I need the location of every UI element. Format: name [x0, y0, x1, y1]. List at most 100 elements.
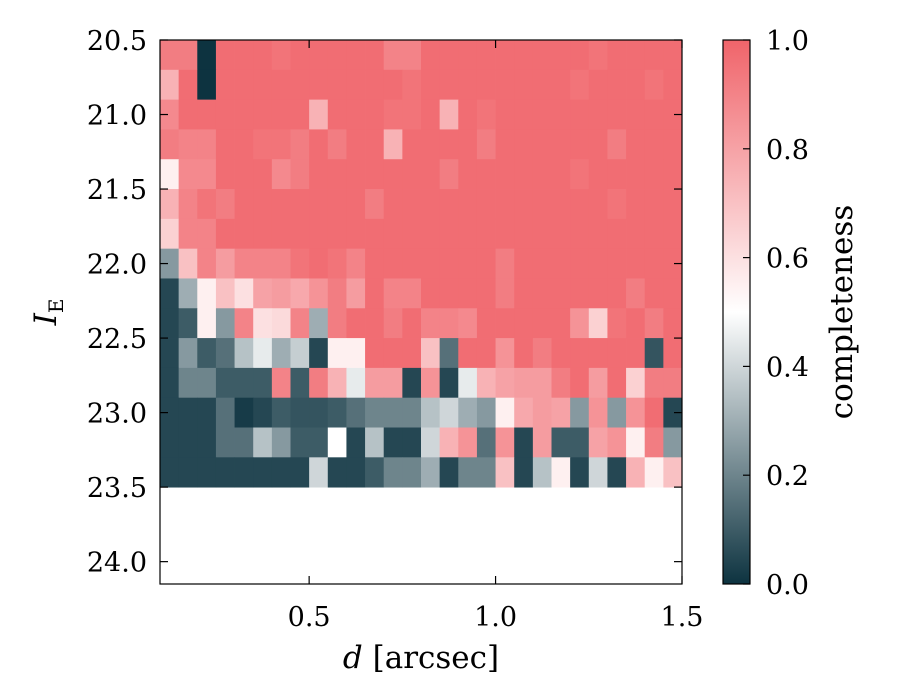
heatmap-cell — [271, 218, 291, 250]
heatmap-cell — [495, 129, 515, 160]
heatmap-cell — [644, 99, 664, 130]
heatmap-cell — [439, 218, 459, 250]
heatmap-cell — [551, 248, 571, 279]
heatmap-cell — [346, 99, 366, 130]
heatmap-cell — [365, 99, 385, 130]
heatmap-cell — [290, 189, 310, 220]
heatmap-cell — [234, 99, 254, 130]
heatmap-cell — [346, 308, 366, 339]
heatmap-cell — [626, 278, 646, 309]
heatmap-cell — [178, 99, 198, 130]
heatmap-cell — [253, 218, 273, 250]
heatmap-cell — [160, 427, 180, 458]
heatmap-cell — [327, 367, 347, 399]
heatmap-cell — [290, 367, 310, 399]
heatmap-cell — [514, 427, 534, 458]
y-tick-label: 21.0 — [87, 101, 147, 132]
heatmap-cell — [514, 129, 534, 160]
heatmap-cell — [439, 99, 459, 130]
heatmap-cell — [495, 308, 515, 339]
heatmap-cell — [570, 248, 590, 279]
heatmap-cell — [644, 248, 664, 279]
heatmap-cell — [570, 40, 590, 71]
heatmap-cell — [253, 159, 273, 190]
heatmap-cell — [458, 397, 478, 428]
heatmap-cell — [495, 457, 515, 488]
heatmap-cell — [607, 308, 627, 339]
heatmap-cell — [626, 159, 646, 190]
heatmap-cell — [160, 99, 180, 130]
heatmap-cell — [476, 367, 496, 399]
heatmap-cell — [495, 69, 515, 101]
heatmap-cell — [383, 159, 403, 190]
heatmap-cell — [402, 338, 422, 369]
heatmap-cell — [290, 397, 310, 428]
heatmap-cell — [588, 40, 608, 71]
heatmap-cell — [402, 308, 422, 339]
heatmap-cell — [626, 69, 646, 101]
heatmap-cell — [495, 99, 515, 130]
heatmap-cell — [290, 99, 310, 130]
heatmap-cell — [383, 40, 403, 71]
x-tick-label: 1.0 — [474, 602, 517, 633]
heatmap-cell — [215, 40, 235, 71]
heatmap-cell — [234, 189, 254, 220]
heatmap-cell — [644, 218, 664, 250]
heatmap-cell — [421, 367, 441, 399]
heatmap-cell — [160, 308, 180, 339]
heatmap-cell — [402, 397, 422, 428]
heatmap-cell — [644, 69, 664, 101]
heatmap-cell — [551, 457, 571, 488]
heatmap-cell — [309, 40, 329, 71]
heatmap-cell — [644, 457, 664, 488]
heatmap-cell — [253, 189, 273, 220]
heatmap-cell — [626, 189, 646, 220]
heatmap-cell — [402, 40, 422, 71]
heatmap-cell — [495, 427, 515, 458]
heatmap-cell — [234, 308, 254, 339]
heatmap-cell — [514, 338, 534, 369]
heatmap-cell — [439, 69, 459, 101]
heatmap-cell — [626, 397, 646, 428]
heatmap-cell — [402, 129, 422, 160]
heatmap-cell — [253, 129, 273, 160]
heatmap-cell — [458, 218, 478, 250]
y-tick-label: 20.5 — [87, 26, 147, 57]
heatmap-cell — [365, 129, 385, 160]
heatmap-cell — [346, 129, 366, 160]
heatmap-cell — [570, 457, 590, 488]
heatmap-cell — [551, 69, 571, 101]
heatmap-cell — [290, 248, 310, 279]
heatmap-cell — [178, 248, 198, 279]
heatmap-cell — [271, 367, 291, 399]
heatmap-cell — [215, 218, 235, 250]
heatmap-cell — [551, 159, 571, 190]
heatmap-cell — [551, 99, 571, 130]
heatmap-cell — [253, 457, 273, 488]
heatmap-cell — [495, 40, 515, 71]
heatmap-cell — [476, 69, 496, 101]
heatmap-cell — [644, 367, 664, 399]
heatmap-cell — [215, 457, 235, 488]
heatmap-cell — [588, 457, 608, 488]
colorbar — [723, 40, 750, 584]
heatmap-cell — [588, 159, 608, 190]
heatmap-cell — [253, 338, 273, 369]
heatmap-cell — [532, 129, 552, 160]
heatmap-cell — [421, 159, 441, 190]
heatmap-cell — [476, 457, 496, 488]
heatmap-cell — [439, 248, 459, 279]
heatmap-cell — [309, 69, 329, 101]
heatmap-cell — [365, 427, 385, 458]
heatmap-cell — [402, 218, 422, 250]
heatmap-cell — [197, 397, 217, 428]
heatmap-cell — [421, 427, 441, 458]
heatmap-cell — [309, 248, 329, 279]
heatmap-cell — [309, 218, 329, 250]
heatmap-cell — [439, 367, 459, 399]
heatmap-cells — [160, 40, 683, 488]
heatmap-cell — [234, 338, 254, 369]
heatmap-cell — [626, 218, 646, 250]
heatmap-cell — [160, 367, 180, 399]
heatmap-cell — [197, 427, 217, 458]
